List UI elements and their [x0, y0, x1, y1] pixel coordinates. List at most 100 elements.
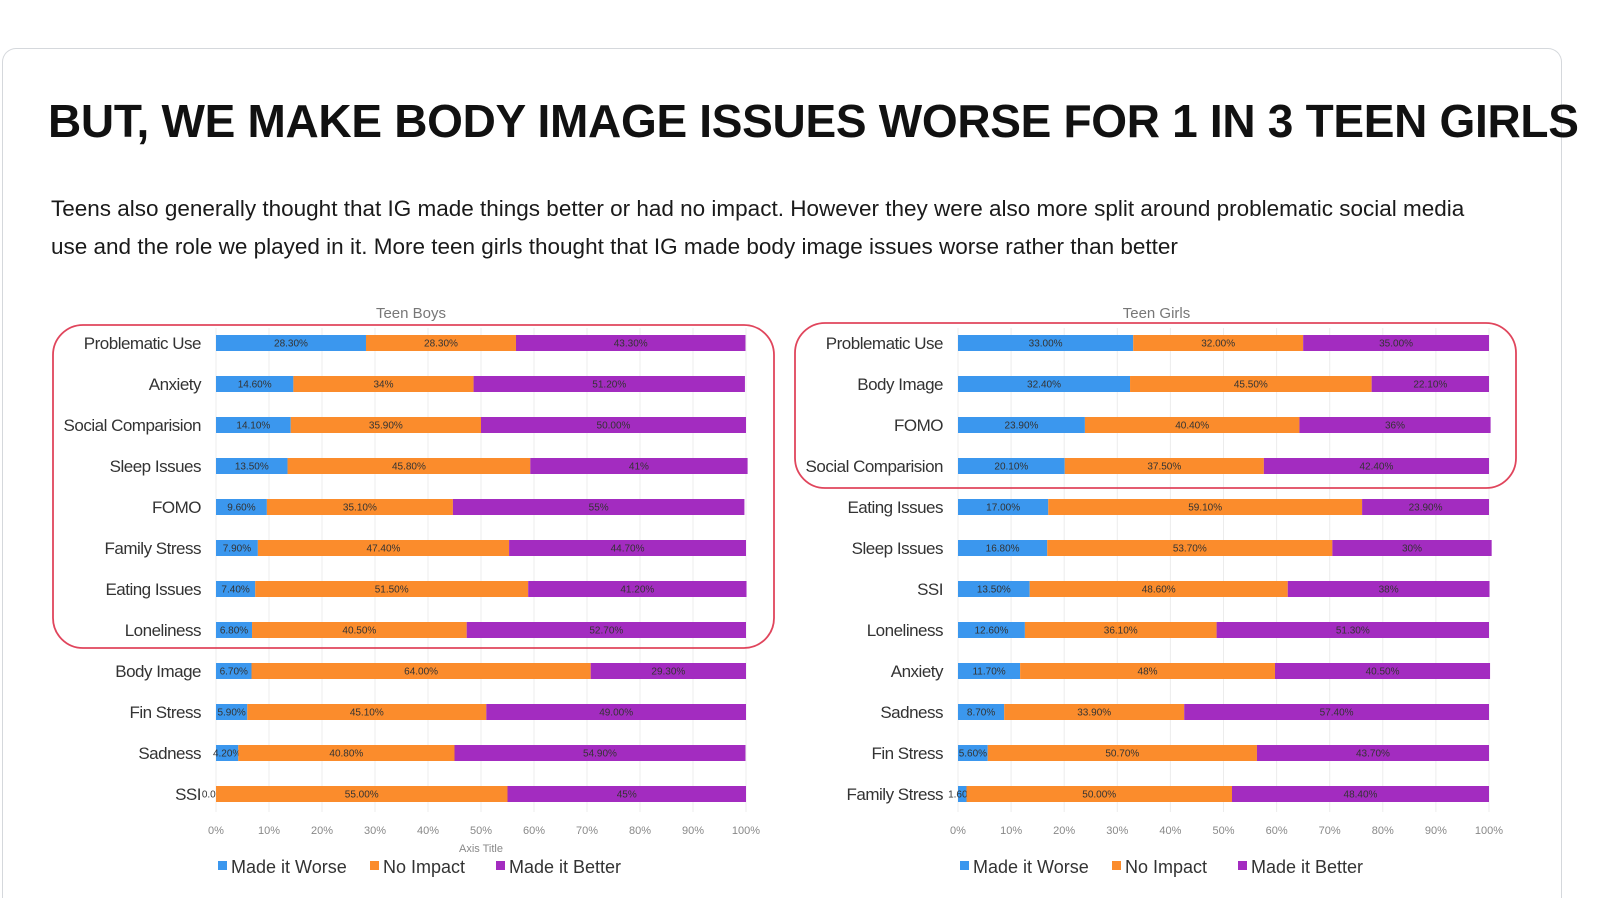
legend-label: Made it Better — [509, 857, 621, 877]
category-label: Fin Stress — [129, 703, 201, 722]
bar-segment — [509, 540, 746, 556]
data-label: 35.00% — [1379, 339, 1413, 350]
bar-segment — [454, 745, 746, 761]
data-label: 47.40% — [367, 544, 401, 555]
x-tick-label: 100% — [732, 825, 760, 837]
data-label: 54.90% — [583, 749, 617, 760]
category-label: Loneliness — [125, 621, 201, 640]
category-label: Fin Stress — [871, 744, 943, 763]
data-label: 44.70% — [611, 544, 645, 555]
data-label: 5.60% — [959, 749, 987, 760]
legend-swatch — [370, 861, 379, 870]
x-axis-title: Axis Title — [459, 843, 503, 855]
bar-segment — [1231, 786, 1489, 802]
x-tick-label: 30% — [1106, 825, 1128, 837]
data-label: 41% — [629, 462, 649, 473]
data-label: 32.00% — [1201, 339, 1235, 350]
bar-segment — [247, 704, 487, 720]
bar-segment — [590, 663, 746, 679]
data-label: 42.40% — [1359, 462, 1393, 473]
data-label: 28.30% — [424, 339, 458, 350]
category-label: Eating Issues — [105, 580, 201, 599]
data-label: 20.10% — [994, 462, 1028, 473]
data-label: 4.20% — [213, 749, 241, 760]
category-label: Body Image — [115, 662, 201, 681]
data-label: 33.00% — [1029, 339, 1063, 350]
legend-label: Made it Worse — [973, 857, 1089, 877]
slide-subtitle: Teens also generally thought that IG mad… — [51, 196, 1465, 259]
bar-segment — [530, 458, 748, 474]
bar-segment — [515, 335, 746, 351]
data-label: 33.90% — [1077, 708, 1111, 719]
data-label: 35.90% — [369, 421, 403, 432]
data-label: 55% — [589, 503, 609, 514]
data-label: 36.10% — [1104, 626, 1138, 637]
bar-segment — [1332, 540, 1492, 556]
bar-segment — [486, 704, 746, 720]
data-label: 50.70% — [1105, 749, 1139, 760]
category-label: Anxiety — [891, 662, 944, 681]
data-label: 38% — [1379, 585, 1399, 596]
data-label: 36% — [1385, 421, 1405, 432]
bar-segment — [1024, 622, 1217, 638]
data-label: 17.00% — [986, 503, 1020, 514]
bar-segment — [216, 786, 508, 802]
data-label: 51.50% — [375, 585, 409, 596]
bar-segment — [216, 417, 291, 433]
data-label: 48.40% — [1344, 790, 1378, 801]
category-label: FOMO — [152, 498, 201, 517]
bar-segment — [216, 581, 256, 597]
category-label: Anxiety — [149, 375, 202, 394]
data-label: 51.20% — [592, 380, 626, 391]
slide-title: BUT, WE MAKE BODY IMAGE ISSUES WORSE FOR… — [48, 95, 1579, 147]
data-label: 13.50% — [977, 585, 1011, 596]
legend-swatch — [960, 861, 969, 870]
category-label: Sadness — [880, 703, 943, 722]
category-label: Social Comparision — [64, 416, 201, 435]
data-label: 34% — [373, 380, 393, 391]
bar-segment — [1303, 335, 1489, 351]
bar-segment — [216, 622, 253, 638]
data-label: 48.60% — [1142, 585, 1176, 596]
bar-segment — [966, 786, 1232, 802]
data-label: 30% — [1402, 544, 1422, 555]
category-label: Family Stress — [105, 539, 201, 558]
bar-segment — [1084, 417, 1300, 433]
data-label: 52.70% — [589, 626, 623, 637]
bar-segment — [987, 745, 1257, 761]
data-label: 14.60% — [238, 380, 272, 391]
bar-segment — [266, 499, 453, 515]
data-label: 9.60% — [227, 503, 255, 514]
category-label: Problematic Use — [84, 334, 201, 353]
bar-segment — [1299, 417, 1491, 433]
bar-segment — [507, 786, 746, 802]
x-tick-label: 0% — [208, 825, 224, 837]
data-label: 40.80% — [329, 749, 363, 760]
x-tick-label: 40% — [417, 825, 439, 837]
data-label: 35.10% — [343, 503, 377, 514]
bar-segment — [290, 417, 481, 433]
x-tick-label: 70% — [576, 825, 598, 837]
legend-swatch — [1112, 861, 1121, 870]
data-label: 53.70% — [1173, 544, 1207, 555]
data-label: 23.90% — [1409, 503, 1443, 514]
bar-segment — [216, 663, 252, 679]
data-label: 57.40% — [1320, 708, 1354, 719]
data-label: 6.70% — [220, 667, 248, 678]
x-tick-label: 100% — [1475, 825, 1503, 837]
bar-segment — [1020, 663, 1276, 679]
bar-segment — [1263, 458, 1489, 474]
data-label: 50.00% — [597, 421, 631, 432]
bar-segment — [958, 622, 1025, 638]
bar-segment — [958, 745, 988, 761]
bar-segment — [466, 622, 746, 638]
data-label: 37.50% — [1147, 462, 1181, 473]
data-label: 50.00% — [1082, 790, 1116, 801]
data-label: 22.10% — [1413, 380, 1447, 391]
data-label: 11.70% — [972, 667, 1005, 678]
bar-segment — [958, 581, 1030, 597]
bar-segment — [252, 622, 467, 638]
legend-swatch — [1238, 861, 1247, 870]
bar-segment — [293, 376, 474, 392]
